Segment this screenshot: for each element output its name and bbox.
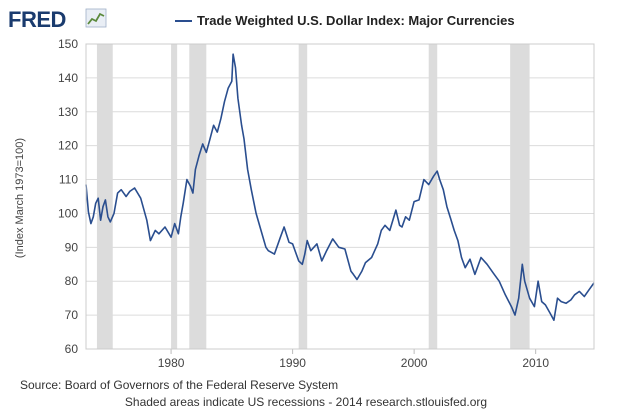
legend: Trade Weighted U.S. Dollar Index: Major … [175,13,515,28]
y-axis-label: (Index March 1973=100) [14,138,26,258]
y-tick-label-110: 110 [59,173,78,187]
y-tick-label-60: 60 [65,342,79,356]
fred-logo: FRED [8,7,107,32]
recession-band-2 [189,44,207,349]
recession-band-5 [510,44,530,349]
legend-label: Trade Weighted U.S. Dollar Index: Major … [197,13,515,28]
y-tick-label-70: 70 [65,308,79,322]
y-tick-label-140: 140 [58,71,78,85]
recession-note: Shaded areas indicate US recessions - 20… [125,395,487,409]
y-tick-label-80: 80 [65,274,79,288]
x-tick-label-2000: 2000 [401,356,428,370]
y-axis-ticks: 60 70 80 90 100 110 120 130 140 150 [58,37,78,356]
fred-logo-text: FRED [8,7,66,32]
recession-bands [96,44,530,349]
x-tick-label-1990: 1990 [279,356,306,370]
y-tick-label-100: 100 [58,206,78,220]
recession-band-3 [298,44,308,349]
y-tick-label-90: 90 [65,240,79,254]
y-tick-label-130: 130 [58,105,78,119]
recession-band-4 [428,44,438,349]
plot-frame [85,43,595,350]
x-tick-label-2010: 2010 [522,356,549,370]
recession-band-1 [171,44,178,349]
source-note: Source: Board of Governors of the Federa… [20,378,338,392]
x-axis-ticks: 1980 1990 2000 2010 [158,349,549,370]
line-graph-icon [85,8,107,28]
y-tick-label-120: 120 [58,139,78,153]
y-tick-label-150: 150 [58,37,78,51]
x-tick-label-1980: 1980 [158,356,185,370]
series-layer [85,53,595,322]
series-line-0 [85,53,595,322]
recession-band-0 [96,44,113,349]
